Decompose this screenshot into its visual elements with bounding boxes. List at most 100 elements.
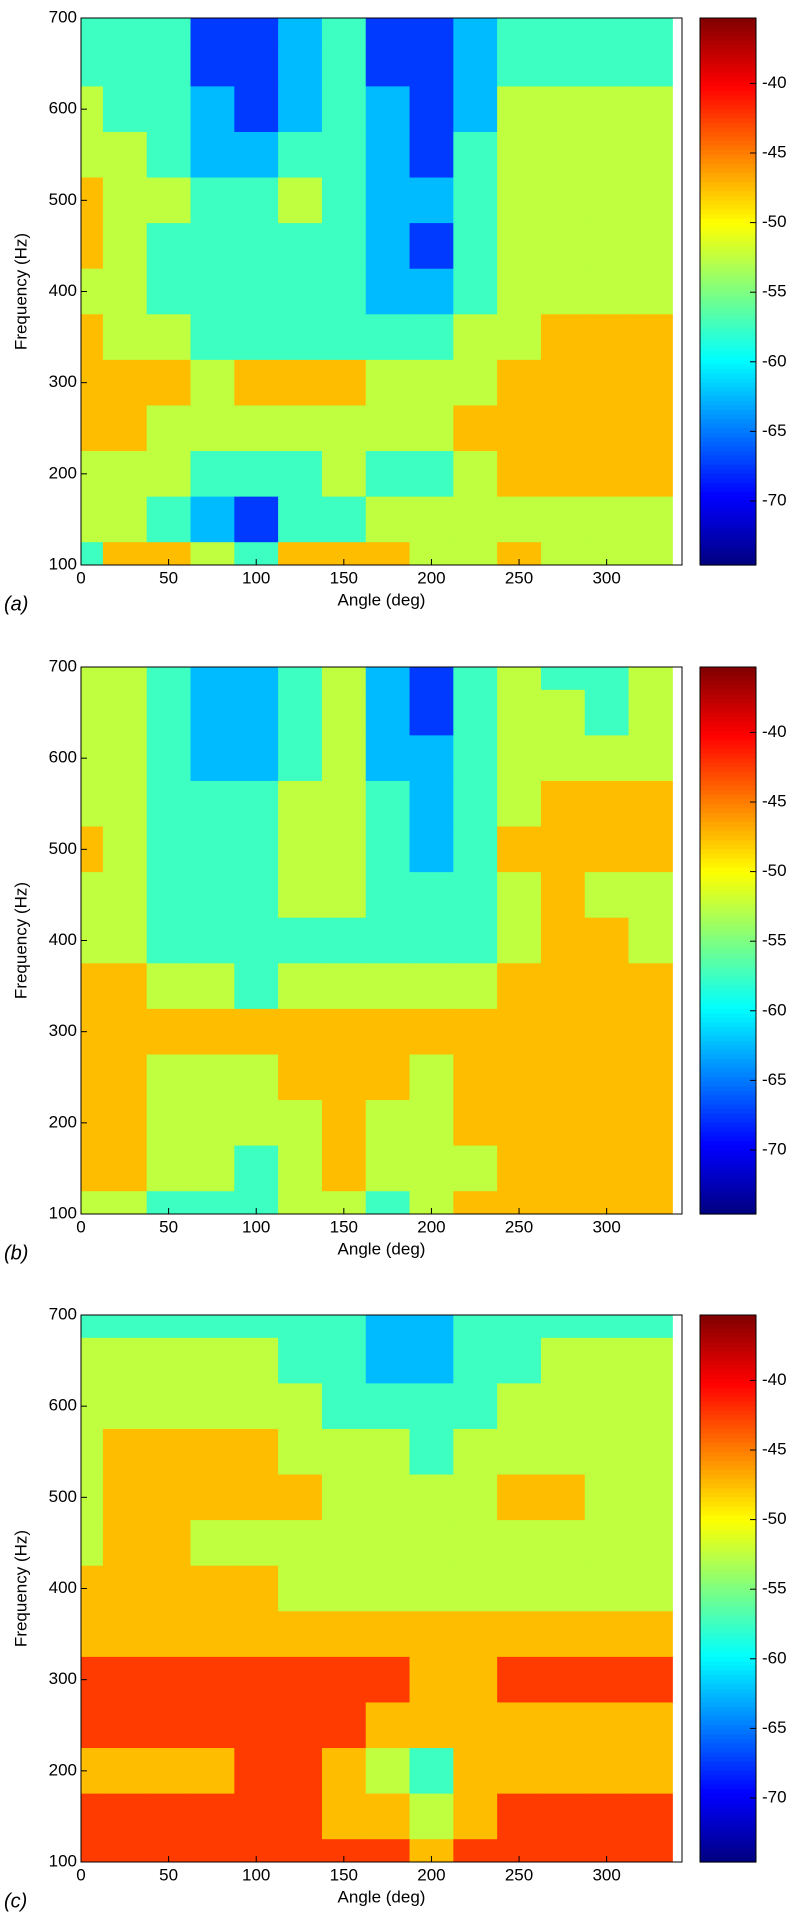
colorbar-swatch — [700, 259, 756, 265]
colorbar-swatch — [700, 863, 756, 869]
colorbar-swatch — [700, 100, 756, 106]
contour-cell — [453, 1656, 498, 1703]
contour-cell — [628, 1656, 673, 1703]
colorbar-swatch — [700, 1679, 756, 1685]
contour-cell — [321, 1520, 367, 1567]
contour-cell — [190, 496, 235, 543]
colorbar-swatch — [700, 104, 756, 110]
contour-cell — [453, 1702, 498, 1749]
contour-cell — [409, 1100, 454, 1147]
contour-cell — [584, 451, 630, 498]
contour-cell — [146, 40, 192, 87]
contour-cell — [497, 86, 542, 133]
contour-cell — [365, 359, 411, 406]
contour-cell — [497, 1656, 542, 1703]
contour-cell — [409, 917, 454, 964]
contour-cell — [409, 223, 454, 270]
colorbar-swatch — [700, 77, 756, 83]
contour-cell — [584, 1702, 630, 1749]
contour-cell — [146, 1315, 192, 1339]
contour-cell — [628, 359, 673, 406]
contour-cell — [584, 780, 630, 828]
contour-cell — [453, 917, 498, 964]
contour-cell — [81, 1100, 104, 1147]
contour-cell — [278, 1520, 323, 1567]
contour-cell — [81, 268, 104, 315]
colorbar-swatch — [700, 1059, 756, 1065]
contour-cell — [365, 1428, 411, 1476]
contour-cell — [321, 1656, 367, 1703]
colorbar-swatch — [700, 451, 756, 457]
contour-cell — [497, 1428, 542, 1476]
contour-cell — [321, 1702, 367, 1749]
contour-cell — [102, 1428, 148, 1476]
colorbar-swatch — [700, 762, 756, 768]
contour-cell — [81, 1008, 104, 1055]
contour-cell — [81, 963, 104, 1010]
contour-cell — [321, 689, 367, 736]
contour-cell — [102, 1337, 148, 1384]
contour-cell — [278, 1145, 323, 1192]
colorbar-swatch — [700, 881, 756, 887]
colorbar-swatch — [700, 730, 756, 736]
colorbar-swatch — [700, 1008, 756, 1015]
colorbar-swatch — [700, 739, 756, 746]
contour-cell — [584, 872, 630, 919]
colorbar-tick-label: -55 — [762, 931, 787, 950]
contour-cell — [497, 1383, 542, 1430]
y-tick-label: 300 — [49, 1021, 77, 1040]
colorbar-swatch — [700, 995, 756, 1001]
colorbar-swatch — [700, 131, 756, 138]
contour-cell — [81, 1383, 104, 1430]
colorbar-swatch — [700, 1675, 756, 1681]
colorbar-swatch — [700, 1820, 756, 1827]
contour-cell — [146, 496, 192, 543]
contour-cell — [453, 86, 498, 133]
contour-cell — [628, 40, 673, 87]
contour-cell — [628, 496, 673, 543]
colorbar-swatch — [700, 1163, 756, 1170]
contour-cell — [409, 131, 454, 179]
contour-cell — [81, 451, 104, 498]
contour-cell — [409, 405, 454, 452]
contour-cell — [453, 667, 498, 691]
colorbar-swatch — [700, 1204, 756, 1211]
colorbar-swatch — [700, 1665, 756, 1672]
contour-cell — [365, 1474, 411, 1521]
colorbar-swatch — [700, 780, 756, 787]
x-tick-label: 200 — [417, 1217, 445, 1236]
contour-cell — [81, 735, 104, 782]
contour-cell — [102, 1054, 148, 1101]
colorbar-swatch — [700, 1693, 756, 1699]
contour-cell — [365, 1100, 411, 1147]
colorbar-swatch — [700, 482, 756, 489]
colorbar-swatch — [700, 753, 756, 759]
contour-cell — [278, 542, 323, 566]
colorbar-swatch — [700, 382, 756, 388]
colorbar-swatch — [700, 1177, 756, 1183]
colorbar-swatch — [700, 726, 756, 732]
colorbar-swatch — [700, 1638, 756, 1644]
colorbar-swatch — [700, 1036, 756, 1042]
contour-cell — [409, 667, 454, 691]
contour-cell — [321, 872, 367, 919]
colorbar-swatch — [700, 1793, 756, 1799]
contour-cell — [540, 689, 586, 736]
contour-cell — [540, 1383, 586, 1430]
x-tick-label: 250 — [505, 1217, 533, 1236]
colorbar-swatch — [700, 1460, 756, 1467]
contour-cell — [234, 1474, 279, 1521]
contour-cell — [584, 1611, 630, 1658]
contour-cell — [628, 1611, 673, 1658]
colorbar-swatch — [700, 273, 756, 279]
contour-cell — [628, 735, 673, 782]
contour-cell — [146, 1611, 192, 1658]
contour-cell — [628, 177, 673, 224]
contour-cell — [365, 18, 411, 42]
contour-cell — [453, 1839, 498, 1863]
contour-cell — [146, 1100, 192, 1147]
contour-cell — [234, 542, 279, 566]
contour-cell — [365, 1145, 411, 1192]
contour-cell — [409, 1474, 454, 1521]
colorbar-swatch — [700, 1369, 756, 1375]
